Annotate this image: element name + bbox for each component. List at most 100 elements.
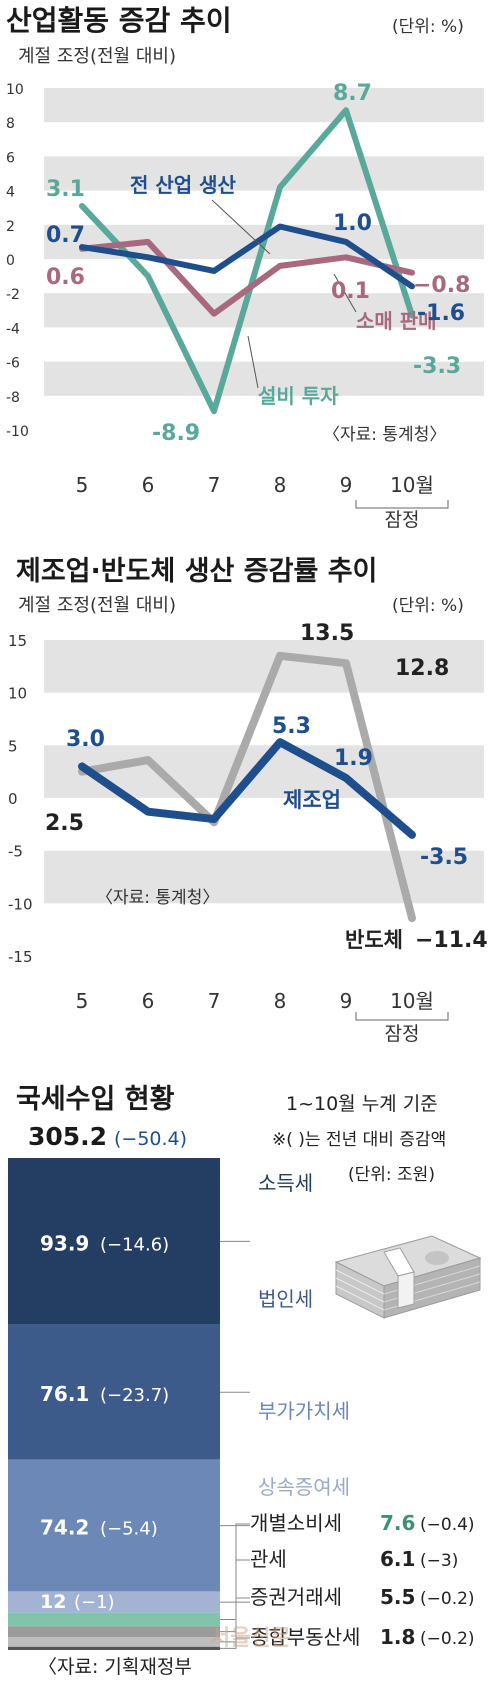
segment-value-label: 12 bbox=[40, 1591, 66, 1613]
series-line bbox=[79, 107, 415, 415]
chart1-label-production-end: -1.6 bbox=[417, 301, 465, 326]
x-tick-label: 9 bbox=[340, 473, 353, 497]
chart1-legend-investment: 설비 투자 bbox=[258, 384, 339, 408]
chart1-label-production-start: 0.7 bbox=[46, 223, 85, 248]
chart1-label-retail-end: −0.8 bbox=[413, 273, 470, 298]
segment-value-label: 5.5 bbox=[380, 1585, 415, 1609]
y-tick-label: -5 bbox=[8, 843, 23, 861]
chart1-title: 산업활동 증감 추이 bbox=[6, 4, 232, 37]
segment-change-label: (−0.4) bbox=[420, 1515, 475, 1535]
leader-line bbox=[220, 1559, 250, 1633]
y-tick-label: 0 bbox=[6, 253, 15, 269]
y-tick-label: -10 bbox=[8, 895, 33, 913]
grid-band bbox=[44, 88, 484, 123]
segment-change-label: (−14.6) bbox=[100, 1234, 169, 1255]
segment-name-label: 법인세 bbox=[258, 1287, 313, 1311]
bar-segment bbox=[8, 1158, 220, 1325]
series-line bbox=[78, 651, 416, 923]
chart1-source: 〈자료: 통계청〉 bbox=[323, 425, 446, 445]
chart1-label-investment-low: -8.9 bbox=[152, 421, 200, 446]
chart1-unit: (단위: %) bbox=[392, 17, 464, 37]
chart1-label-investment-high: 8.7 bbox=[333, 81, 372, 106]
segment-name-label: 상속증여세 bbox=[258, 1475, 350, 1499]
x-tick-label: 7 bbox=[208, 473, 221, 497]
x-tick-label: 10월 bbox=[390, 473, 434, 497]
chart2-label-semi-end: −11.4 bbox=[415, 928, 488, 953]
chart1-subtitle: 계절 조정(전월 대비) bbox=[18, 46, 176, 67]
bar-segment bbox=[8, 1646, 220, 1650]
chart1-series-lines bbox=[79, 107, 415, 415]
segment-name-label: 소득세 bbox=[258, 1171, 313, 1195]
chart2-label-mfg-mid: 1.9 bbox=[334, 746, 373, 771]
chart3-total-change: (−50.4) bbox=[114, 1128, 187, 1150]
chart2-label-mfg-high: 5.3 bbox=[272, 714, 311, 739]
chart2-legend-semi: 반도체 bbox=[345, 928, 403, 952]
chart1-label-production-mid: 1.0 bbox=[333, 211, 372, 236]
segment-name-label: 관세 bbox=[250, 1547, 287, 1571]
chart2-label-mfg-start: 3.0 bbox=[66, 727, 105, 752]
y-tick-label: 2 bbox=[6, 219, 15, 235]
y-tick-label: -8 bbox=[6, 390, 20, 406]
x-tick-label: 10월 bbox=[390, 989, 434, 1013]
chart1-legend-production: 전 산업 생산 bbox=[130, 173, 237, 197]
chart3-change-note: ※( )는 전년 대비 증감액 bbox=[272, 1130, 446, 1150]
y-tick-label: -6 bbox=[6, 356, 20, 372]
chart3-source: 〈자료: 기획재정부 bbox=[38, 1656, 192, 1678]
segment-value-label: 74.2 bbox=[40, 1516, 89, 1540]
watermark-logo: 서울신문 bbox=[210, 1626, 291, 1651]
money-stack-icon bbox=[334, 1235, 482, 1319]
chart2-grid-bands bbox=[44, 640, 484, 904]
chart2-label-semi-start: 2.5 bbox=[45, 811, 84, 836]
bar-segment bbox=[8, 1612, 220, 1627]
series-line bbox=[79, 223, 415, 290]
bar-segment bbox=[8, 1626, 220, 1638]
chart2-prelim-bracket bbox=[355, 1012, 449, 1021]
y-tick-label: -4 bbox=[6, 321, 20, 337]
y-tick-label: 4 bbox=[6, 185, 15, 201]
chart1-legend-retail: 소매 판매 bbox=[356, 309, 437, 333]
chart2-subtitle: 계절 조정(전월 대비) bbox=[18, 595, 176, 616]
chart-manufacturing-semiconductor: 제조업·반도체 생산 증감률 추이 계절 조정(전월 대비) (단위: %) 1… bbox=[8, 556, 488, 1045]
chart3-unit: (단위: 조원) bbox=[348, 1165, 435, 1185]
segment-value-label: 93.9 bbox=[40, 1231, 89, 1255]
series-line bbox=[78, 738, 416, 839]
chart2-label-semi-mid: 12.8 bbox=[395, 656, 449, 681]
segment-change-label: (−0.2) bbox=[420, 1589, 475, 1609]
chart3-title: 국세수입 현황 bbox=[16, 1084, 175, 1115]
chart-industrial-activity: 산업활동 증감 추이 (단위: %) 계절 조정(전월 대비) 10 8 6 4 2 0 -… bbox=[6, 4, 484, 531]
segment-name-label: 증권거래세 bbox=[250, 1585, 342, 1609]
bar-segment bbox=[8, 1459, 220, 1592]
segment-change-label: (−0.2) bbox=[420, 1629, 475, 1649]
segment-value-label: 6.1 bbox=[380, 1547, 415, 1571]
chart2-y-ticks: 15 10 5 0 -5 -10 -15 bbox=[8, 632, 33, 966]
x-tick-label: 6 bbox=[142, 473, 155, 497]
grid-band bbox=[44, 361, 484, 396]
chart2-title: 제조업·반도체 생산 증감률 추이 bbox=[16, 556, 377, 587]
bar-segment bbox=[8, 1324, 220, 1460]
segment-value-label: 1.8 bbox=[380, 1625, 415, 1649]
segment-change-label: (−1) bbox=[74, 1592, 115, 1613]
chart1-label-retail-start: 0.6 bbox=[46, 265, 85, 290]
chart2-series-lines bbox=[78, 651, 416, 923]
chart1-x-labels: 5 6 7 8 9 10월 bbox=[76, 473, 434, 497]
y-tick-label: -2 bbox=[6, 287, 20, 303]
segment-name-label: 종합부동산세 bbox=[250, 1625, 360, 1649]
grid-band bbox=[44, 156, 484, 191]
y-tick-label: -10 bbox=[6, 424, 29, 440]
chart1-grid-bands bbox=[44, 88, 484, 396]
y-tick-label: 10 bbox=[6, 82, 24, 98]
chart2-source: 〈자료: 통계청〉 bbox=[96, 888, 219, 908]
y-tick-label: 5 bbox=[8, 737, 18, 755]
series-line bbox=[79, 238, 415, 317]
leader-line bbox=[220, 1637, 250, 1649]
segment-name-label: 개별소비세 bbox=[250, 1511, 342, 1535]
chart2-legend-mfg: 제조업 bbox=[283, 788, 341, 812]
chart1-leader-production bbox=[211, 199, 271, 255]
chart1-leader-investment bbox=[247, 335, 259, 389]
bar-segment bbox=[8, 1591, 220, 1613]
segment-change-label: (−5.4) bbox=[100, 1519, 158, 1540]
leader-line bbox=[220, 1523, 250, 1620]
chart-national-tax-revenue: 국세수입 현황 1~10월 누계 기준 ※( )는 전년 대비 증감액 (단위:… bbox=[8, 1084, 482, 1678]
chart1-y-ticks: 10 8 6 4 2 0 -2 -4 -6 -8 -10 bbox=[6, 82, 29, 440]
leader-line bbox=[220, 1597, 250, 1643]
